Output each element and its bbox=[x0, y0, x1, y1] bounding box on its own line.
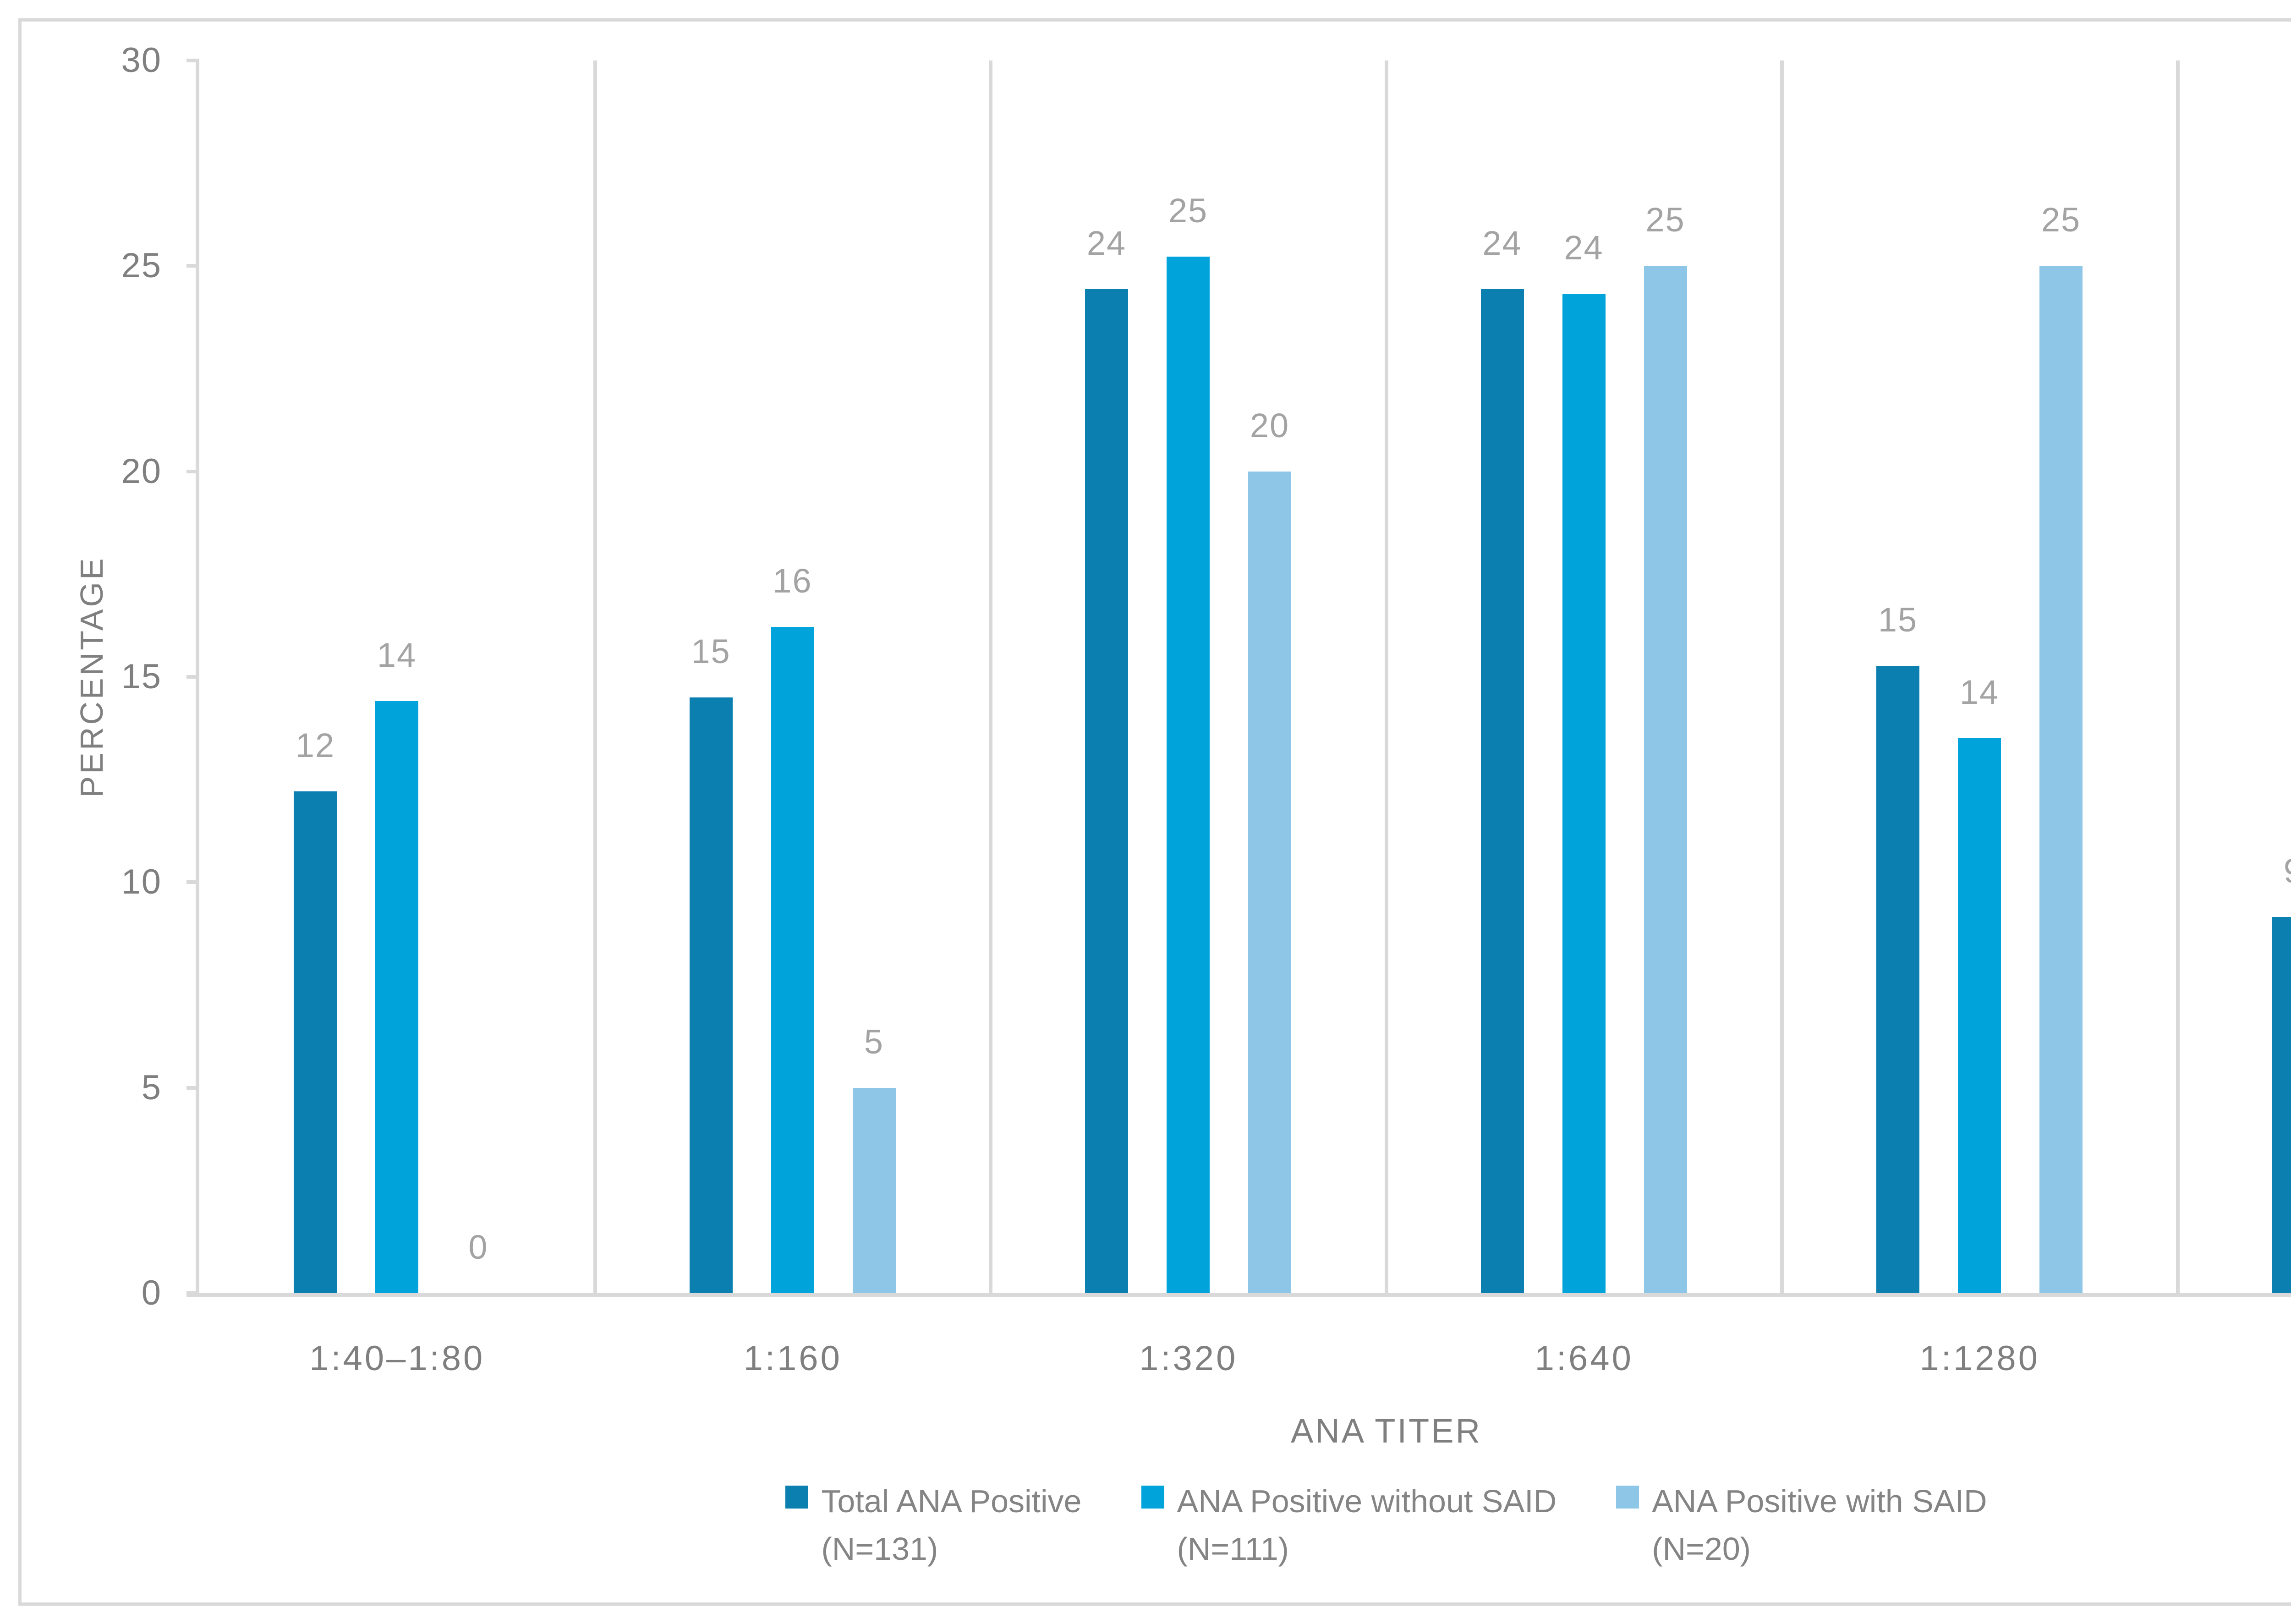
legend-swatch-ana-positive-without-said bbox=[1141, 1486, 1164, 1509]
bar-ana-positive-with-said-1:1280 bbox=[2039, 266, 2083, 1293]
legend-label-line2-ana-positive-without-said: (N=111) bbox=[1177, 1531, 1289, 1567]
bar-ana-positive-without-said-1:320 bbox=[1167, 256, 1210, 1293]
category-separator-2 bbox=[989, 60, 992, 1293]
y-tick-label-20: 20 bbox=[121, 451, 162, 491]
y-axis-line bbox=[196, 60, 199, 1297]
data-label-ana-positive-with-said-1:320: 20 bbox=[1250, 406, 1290, 444]
y-tick-15 bbox=[186, 675, 199, 679]
bar-total-ana-positive-1:320 bbox=[1085, 289, 1128, 1293]
bar-ana-positive-with-said-1:320 bbox=[1248, 471, 1291, 1293]
category-separator-4 bbox=[1780, 60, 1784, 1293]
data-label-ana-positive-with-said-1:640: 25 bbox=[1645, 201, 1685, 239]
data-label-ana-positive-with-said-1:160: 5 bbox=[864, 1022, 884, 1061]
y-tick-label-30: 30 bbox=[121, 41, 162, 80]
y-tick-label-10: 10 bbox=[121, 862, 162, 902]
legend-label-line1-ana-positive-with-said: ANA Positive with SAID bbox=[1652, 1483, 1987, 1519]
y-tick-label-15: 15 bbox=[121, 657, 162, 696]
y-tick-label-5: 5 bbox=[141, 1068, 162, 1107]
legend-entry-ana-positive-with-said: ANA Positive with SAID (N=20) bbox=[1616, 1477, 1987, 1573]
x-axis-title: ANA TITER bbox=[1290, 1412, 1482, 1450]
category-label-1:40–1:80: 1:40–1:80 bbox=[309, 1339, 485, 1378]
legend: Total ANA Positive (N=131) ANA Positive wi… bbox=[199, 1477, 2291, 1573]
bar-ana-positive-with-said-1:160 bbox=[852, 1087, 896, 1293]
data-label-ana-positive-with-said-1:40–1:80: 0 bbox=[468, 1228, 488, 1266]
y-tick-0 bbox=[186, 1291, 199, 1295]
bar-ana-positive-without-said-1:160 bbox=[771, 626, 814, 1293]
bar-ana-positive-with-said-1:640 bbox=[1644, 266, 1687, 1293]
x-axis-line bbox=[186, 1293, 2291, 1297]
bar-ana-positive-without-said-1:640 bbox=[1562, 294, 1606, 1293]
legend-label-line1-ana-positive-without-said: ANA Positive without SAID bbox=[1177, 1483, 1557, 1519]
bar-total-ana-positive-1:2560 bbox=[2272, 916, 2291, 1293]
y-tick-20 bbox=[186, 469, 199, 473]
data-label-ana-positive-without-said-1:40–1:80: 14 bbox=[377, 636, 417, 674]
data-label-ana-positive-with-said-1:1280: 25 bbox=[2041, 201, 2081, 239]
category-separator-3 bbox=[1384, 60, 1388, 1293]
figure-border bbox=[18, 18, 2291, 1606]
legend-entry-ana-positive-without-said: ANA Positive without SAID (N=111) bbox=[1141, 1477, 1557, 1573]
plot-area: 12140151652425202424251514259625 bbox=[199, 60, 2291, 1293]
data-label-total-ana-positive-1:320: 24 bbox=[1086, 224, 1127, 263]
legend-label-ana-positive-without-said: ANA Positive without SAID (N=111) bbox=[1177, 1477, 1557, 1573]
data-label-ana-positive-without-said-1:640: 24 bbox=[1564, 229, 1604, 267]
data-label-ana-positive-without-said-1:160: 16 bbox=[773, 561, 812, 600]
bar-total-ana-positive-1:1280 bbox=[1876, 665, 1919, 1293]
category-separator-5 bbox=[2176, 60, 2180, 1293]
data-label-total-ana-positive-1:1280: 15 bbox=[1878, 600, 1918, 639]
legend-label-ana-positive-with-said: ANA Positive with SAID (N=20) bbox=[1652, 1477, 1987, 1573]
legend-label-line2-total-ana-positive: (N=131) bbox=[821, 1531, 938, 1567]
y-tick-5 bbox=[186, 1086, 199, 1090]
y-tick-10 bbox=[186, 880, 199, 884]
bar-ana-positive-without-said-1:40–1:80 bbox=[375, 701, 418, 1293]
data-label-total-ana-positive-1:40–1:80: 12 bbox=[295, 726, 335, 765]
y-tick-label-25: 25 bbox=[121, 246, 162, 285]
y-tick-30 bbox=[186, 59, 199, 62]
category-label-1:2560: 1:2560 bbox=[2178, 1337, 2291, 1381]
bar-ana-positive-without-said-1:1280 bbox=[1958, 738, 2001, 1293]
legend-label-line2-ana-positive-with-said: (N=20) bbox=[1652, 1531, 1751, 1567]
legend-swatch-total-ana-positive bbox=[785, 1486, 809, 1509]
category-label-1:160: 1:160 bbox=[743, 1339, 842, 1378]
bar-total-ana-positive-1:160 bbox=[689, 697, 733, 1293]
legend-label-total-ana-positive: Total ANA Positive (N=131) bbox=[821, 1477, 1081, 1573]
bar-total-ana-positive-1:640 bbox=[1480, 289, 1524, 1293]
legend-entry-total-ana-positive: Total ANA Positive (N=131) bbox=[785, 1477, 1082, 1573]
data-label-total-ana-positive-1:2560: 9 bbox=[2225, 852, 2291, 889]
category-label-1:1280: 1:1280 bbox=[1919, 1339, 2040, 1378]
category-label-1:320: 1:320 bbox=[1139, 1339, 1238, 1378]
bar-total-ana-positive-1:40–1:80 bbox=[294, 791, 337, 1293]
y-tick-25 bbox=[186, 264, 199, 268]
category-separator-1 bbox=[593, 60, 597, 1293]
data-label-total-ana-positive-1:160: 15 bbox=[691, 632, 731, 670]
data-label-ana-positive-without-said-1:320: 25 bbox=[1168, 191, 1208, 230]
category-label-1:640: 1:640 bbox=[1535, 1339, 1633, 1378]
data-label-ana-positive-without-said-1:1280: 14 bbox=[1959, 673, 2000, 711]
legend-swatch-ana-positive-with-said bbox=[1616, 1486, 1639, 1509]
y-tick-label-0: 0 bbox=[141, 1273, 162, 1312]
legend-label-line1-total-ana-positive: Total ANA Positive bbox=[821, 1483, 1082, 1519]
data-label-total-ana-positive-1:640: 24 bbox=[1482, 224, 1522, 263]
